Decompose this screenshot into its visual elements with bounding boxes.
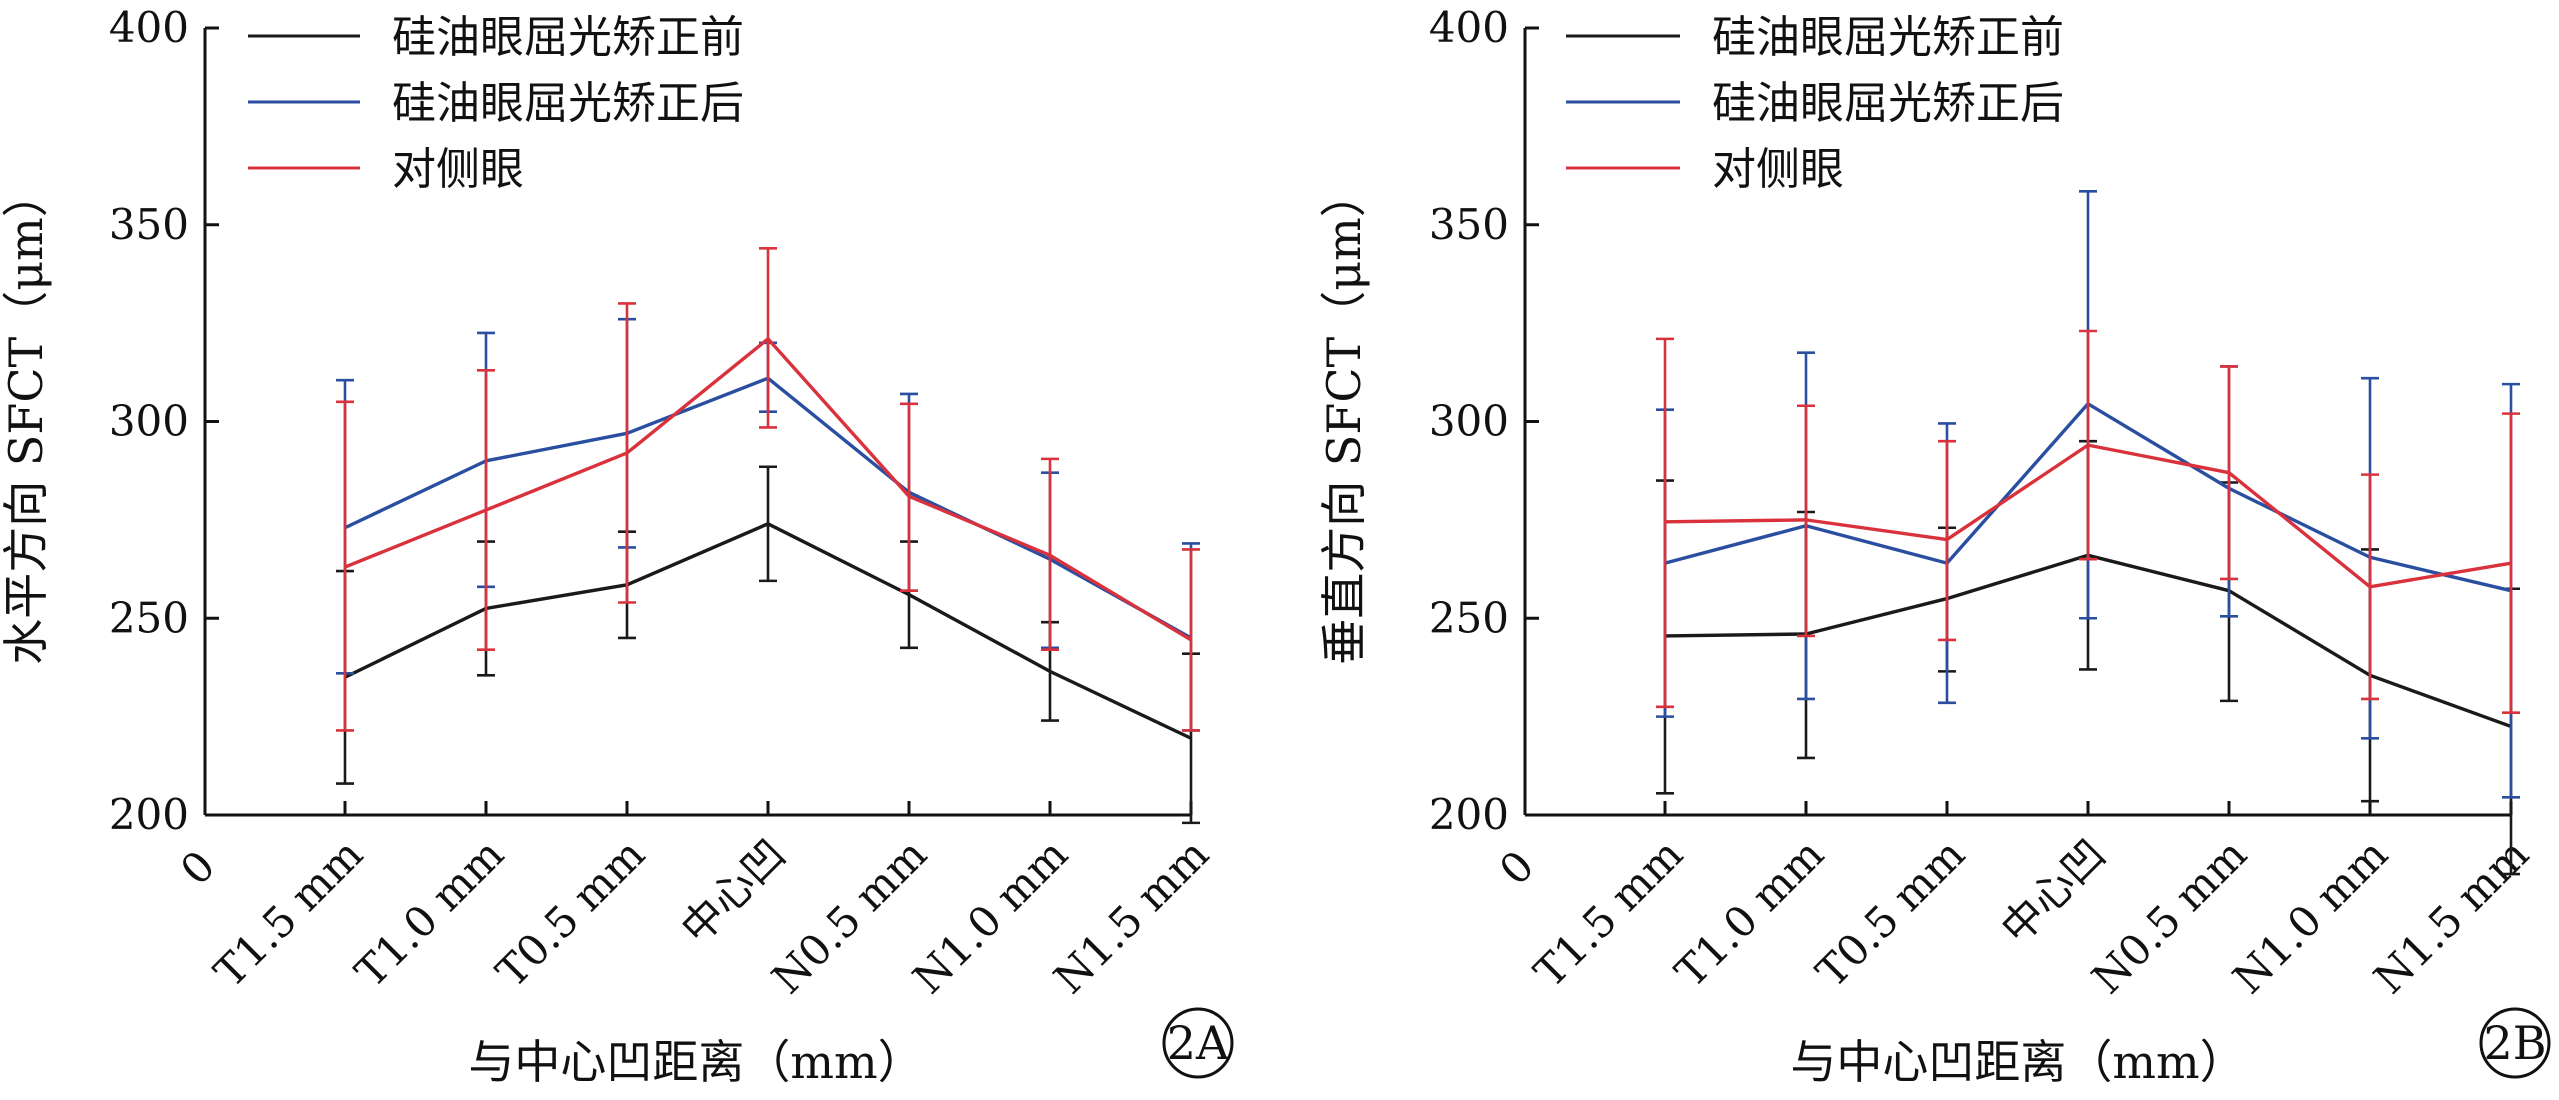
y-axis-title: 水平方向 SFCT（μm）: [0, 171, 53, 664]
y-tick-label: 300: [1429, 397, 1509, 446]
series-line: [344, 337, 1192, 642]
y-tick-label: 300: [109, 397, 189, 446]
legend-label: 硅油眼屈光矫正前: [392, 12, 744, 63]
legend-item-3: 对侧眼: [1566, 144, 1844, 195]
y-tick-label: 350: [109, 200, 189, 249]
y-tick-label: 250: [109, 593, 189, 642]
series-3: [336, 247, 1200, 732]
y-tick-label: 250: [1429, 593, 1509, 642]
legend-item-2: 硅油眼屈光矫正后: [1566, 78, 2064, 129]
legend-label: 硅油眼屈光矫正后: [392, 78, 744, 129]
panel-label: 2A: [1167, 1016, 1230, 1070]
y-tick-label: 400: [109, 3, 189, 52]
legend-label: 对侧眼: [392, 144, 524, 195]
y-axis-title: 垂直方向 SFCT（μm）: [1317, 171, 1371, 664]
legend-label: 对侧眼: [1712, 144, 1844, 195]
panel-label: 2B: [2483, 1016, 2546, 1070]
y-tick-label: 400: [1429, 3, 1509, 52]
x-axis-title: 与中心凹距离（mm）: [468, 1035, 923, 1089]
legend-item-3: 对侧眼: [248, 144, 524, 195]
series-line: [1664, 443, 2512, 589]
series-3: [1656, 329, 2520, 714]
legend-label: 硅油眼屈光矫正前: [1712, 12, 2064, 63]
y-tick-label: 350: [1429, 200, 1509, 249]
panel-label-badge: 2A: [1162, 1007, 1234, 1079]
legend-label: 硅油眼屈光矫正后: [1712, 78, 2064, 129]
legend-item-1: 硅油眼屈光矫正前: [1566, 12, 2064, 63]
legend-item-1: 硅油眼屈光矫正前: [248, 12, 744, 63]
legend-item-2: 硅油眼屈光矫正后: [248, 78, 744, 129]
y-tick-label: 200: [1429, 790, 1509, 839]
x-axis-title: 与中心凹距离（mm）: [1790, 1035, 2245, 1089]
panel-label-badge: 2B: [2479, 1007, 2551, 1079]
y-tick-label: 200: [109, 790, 189, 839]
